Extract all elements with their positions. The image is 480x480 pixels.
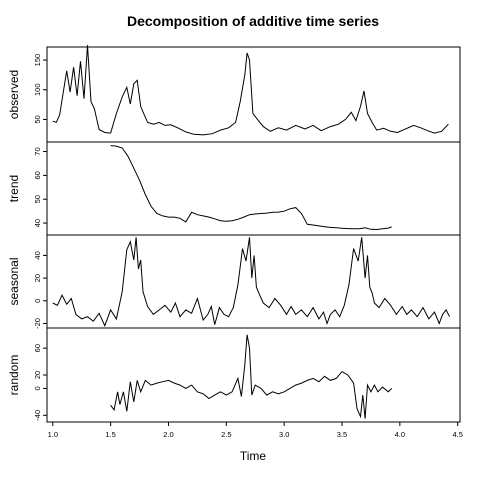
y-tick-label: -40 [33, 410, 42, 421]
panel-observed: 50 100 150 observed [7, 45, 461, 143]
y-tick-label: 0 [33, 299, 42, 303]
x-tick-label: 1.0 [48, 430, 58, 439]
y-axis-label: trend [7, 175, 21, 202]
series-line-trend [110, 145, 392, 231]
x-axis: 1.0 1.5 2.0 2.5 3.0 3.5 4.0 4.5 [48, 422, 463, 439]
y-tick-label: 60 [33, 344, 42, 352]
x-axis-label: Time [240, 449, 267, 463]
x-tick-label: 3.5 [337, 430, 347, 439]
x-tick-label: 3.0 [279, 430, 289, 439]
y-tick-label: 100 [33, 83, 42, 96]
panel-random: -40 0 20 60 random [7, 327, 461, 423]
series-line-observed [52, 45, 449, 136]
panel-frame [46, 327, 461, 423]
y-tick-label: 40 [33, 251, 42, 259]
y-tick-label: 150 [33, 54, 42, 67]
panel-seasonal: -20 0 20 40 seasonal [7, 234, 461, 329]
chart-title: Decomposition of additive time series [127, 13, 379, 29]
y-tick-label: 60 [33, 171, 42, 179]
y-tick-label: 0 [33, 386, 42, 390]
x-tick-label: 2.0 [163, 430, 173, 439]
x-tick-label: 1.5 [105, 430, 115, 439]
panels-group: 50 100 150 observed 40 50 60 70 trend -20 0 20 40 sea… [7, 45, 463, 439]
y-tick-label: 50 [33, 115, 42, 123]
y-tick-label: 40 [33, 219, 42, 227]
y-tick-label: 70 [33, 147, 42, 155]
panel-frame [46, 46, 461, 143]
panel-frame [46, 141, 461, 236]
y-tick-label: -20 [33, 318, 42, 329]
series-line-seasonal [52, 237, 451, 328]
panel-trend: 40 50 60 70 trend [7, 141, 461, 236]
series-line-random [110, 334, 393, 419]
y-axis-label: observed [7, 70, 21, 119]
y-axis-label: random [7, 355, 21, 396]
x-tick-label: 2.5 [221, 430, 231, 439]
y-tick-label: 50 [33, 195, 42, 203]
x-tick-label: 4.0 [395, 430, 405, 439]
y-axis-label: seasonal [7, 257, 21, 305]
x-tick-label: 4.5 [452, 430, 462, 439]
y-tick-label: 20 [33, 371, 42, 379]
y-tick-label: 20 [33, 274, 42, 282]
